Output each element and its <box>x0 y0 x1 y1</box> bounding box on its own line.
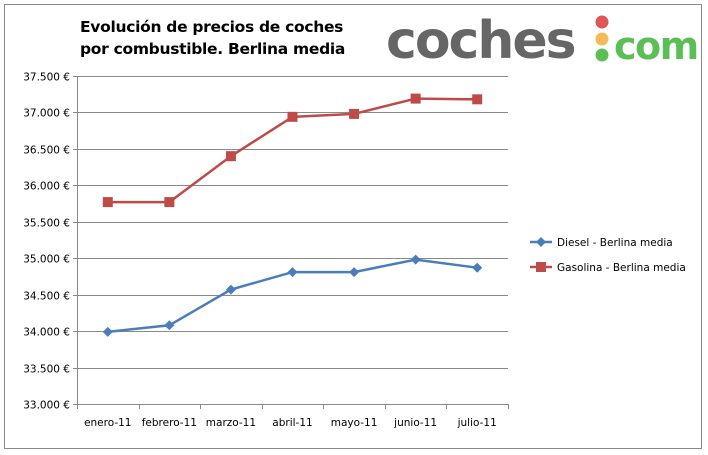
chart-title-line1: Evolución de precios de coches <box>80 18 344 36</box>
logo-suffix: com <box>614 24 698 64</box>
data-point <box>102 197 113 208</box>
data-point <box>472 94 483 105</box>
coches-com-logo: coches com <box>386 11 699 64</box>
x-tick-label: mayo-11 <box>331 417 378 429</box>
y-tick-label: 33.000 € <box>23 400 70 412</box>
x-tick-label: marzo-11 <box>206 417 256 429</box>
logo-dot-red <box>595 15 609 29</box>
data-point <box>164 320 175 331</box>
data-point <box>225 284 236 295</box>
logo-dot-yellow <box>595 32 609 46</box>
y-tick-label: 37.000 € <box>23 108 70 120</box>
x-tick-label: febrero-11 <box>142 417 197 429</box>
y-tick-label: 36.500 € <box>23 145 70 157</box>
chart-border <box>4 4 702 449</box>
logo-word: coches <box>386 11 575 64</box>
legend-label: Gasolina - Berlina media <box>557 262 686 274</box>
legend-marker <box>536 262 546 272</box>
data-point <box>225 151 236 162</box>
y-tick-label: 34.000 € <box>23 327 70 339</box>
data-point <box>410 93 421 104</box>
legend-marker <box>536 237 546 247</box>
y-tick-label: 33.500 € <box>23 364 70 376</box>
logo-dot-green <box>595 48 609 62</box>
y-tick-label: 35.500 € <box>23 218 70 230</box>
y-tick-label: 35.000 € <box>23 254 70 266</box>
legend-label: Diesel - Berlina media <box>557 237 673 249</box>
x-tick-label: enero-11 <box>84 417 131 429</box>
y-tick-label: 36.000 € <box>23 181 70 193</box>
chart-title: Evolución de precios de coches por combu… <box>80 16 345 60</box>
x-tick-label: julio-11 <box>457 417 497 429</box>
x-tick-label: abril-11 <box>272 417 312 429</box>
data-point <box>102 326 113 337</box>
y-tick-label: 37.500 € <box>23 72 70 84</box>
data-point <box>287 111 298 122</box>
x-tick-label: junio-11 <box>393 417 437 429</box>
data-point <box>349 267 360 278</box>
data-point <box>349 108 360 119</box>
data-point <box>410 254 421 265</box>
y-tick-label: 34.500 € <box>23 291 70 303</box>
data-point <box>164 197 175 208</box>
chart-title-line2: por combustible. Berlina media <box>80 40 346 58</box>
data-point <box>287 267 298 278</box>
data-point <box>472 262 483 273</box>
